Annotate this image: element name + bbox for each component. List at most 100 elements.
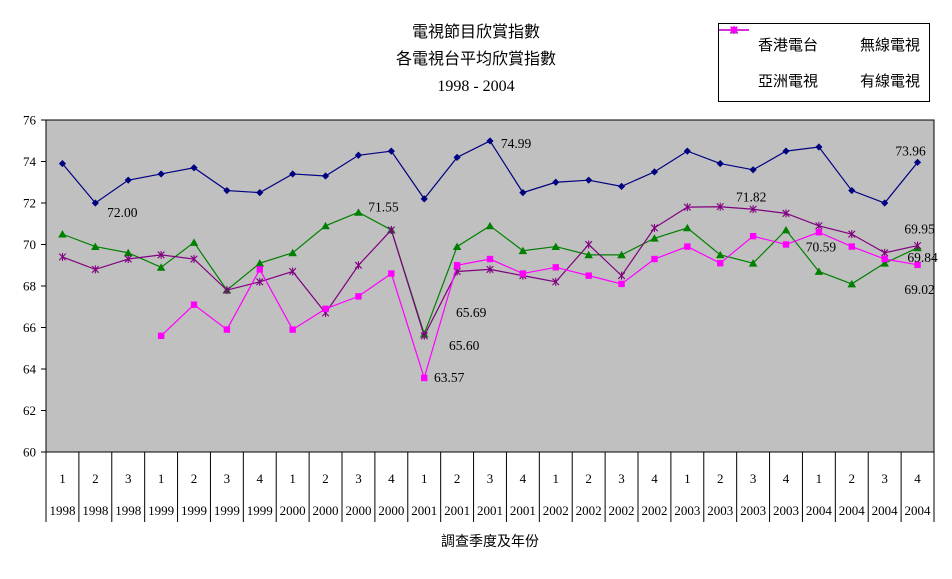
data-point-s2 xyxy=(716,202,724,211)
data-point-s3 xyxy=(782,241,790,248)
data-point-s0 xyxy=(617,182,626,190)
x-axis-quarter-label: 2 xyxy=(849,471,856,486)
y-axis-label: 74 xyxy=(23,154,37,169)
data-point-s1 xyxy=(518,246,528,255)
x-axis-year-label: 2001 xyxy=(477,503,503,518)
x-axis-year-label: 1999 xyxy=(181,503,207,518)
data-point-s0 xyxy=(585,176,593,184)
y-axis-label: 66 xyxy=(23,320,37,335)
data-point-s0 xyxy=(848,186,856,195)
data-point-s0 xyxy=(552,178,560,186)
chart-subtitle: 各電視台平均欣賞指數 xyxy=(395,51,556,68)
legend-label-cable: 有線電視 xyxy=(860,74,921,91)
legend-marker-diamond-icon xyxy=(719,26,755,50)
data-point-s0 xyxy=(223,186,231,195)
data-point-s3 xyxy=(388,270,395,277)
data-label: 72.00 xyxy=(107,205,138,220)
x-axis-year-label: 2002 xyxy=(543,503,569,518)
data-point-s2 xyxy=(486,265,494,274)
data-point-s1 xyxy=(847,279,857,288)
data-point-s3 xyxy=(881,255,888,263)
x-axis-quarter-label: 4 xyxy=(783,471,790,486)
data-point-s1 xyxy=(617,250,626,259)
data-point-s1 xyxy=(683,223,692,232)
data-point-s3 xyxy=(585,272,592,279)
x-axis-quarter-label: 1 xyxy=(421,471,428,486)
data-point-s1 xyxy=(781,225,791,234)
x-axis-quarter-label: 4 xyxy=(914,471,921,486)
data-point-s0 xyxy=(486,137,494,145)
x-axis-quarter-label: 2 xyxy=(191,471,198,486)
chart-period: 1998 - 2004 xyxy=(437,78,515,95)
data-point-s1 xyxy=(354,208,363,216)
data-point-s3 xyxy=(256,266,263,273)
data-point-s0 xyxy=(91,199,99,207)
x-axis-year-label: 1998 xyxy=(115,503,141,518)
data-point-s3 xyxy=(684,243,691,250)
data-point-s3 xyxy=(618,280,625,288)
data-point-s2 xyxy=(782,209,790,218)
x-axis-quarter-label: 2 xyxy=(454,471,461,486)
data-point-s2 xyxy=(617,271,626,280)
data-point-s3 xyxy=(421,374,428,382)
data-point-s3 xyxy=(552,264,559,271)
x-axis-year-label: 2000 xyxy=(280,503,306,518)
legend-item-atv: 亞洲電視 xyxy=(719,26,827,91)
data-point-s2 xyxy=(58,252,67,261)
data-label: 71.82 xyxy=(736,190,766,205)
x-axis-year-label: 2000 xyxy=(313,503,339,518)
data-point-s2 xyxy=(650,223,659,232)
data-point-s0 xyxy=(124,176,132,184)
data-point-s0 xyxy=(782,147,790,155)
y-axis-label: 60 xyxy=(23,445,36,460)
x-axis-quarter-label: 1 xyxy=(684,471,691,486)
x-axis-quarter-label: 3 xyxy=(224,471,231,486)
x-axis-year-label: 2003 xyxy=(674,503,700,518)
y-axis-label: 76 xyxy=(23,113,37,128)
x-axis-year-label: 1999 xyxy=(247,503,273,518)
x-axis-year-label: 1998 xyxy=(49,503,75,518)
data-point-s0 xyxy=(683,147,691,155)
data-point-s0 xyxy=(749,166,757,174)
x-axis-year-label: 2001 xyxy=(444,503,470,518)
data-point-s0 xyxy=(716,159,724,168)
data-point-s3 xyxy=(486,255,494,263)
data-point-s1 xyxy=(288,248,297,257)
legend-item-rthk: 香港電台 xyxy=(719,26,827,55)
data-point-s1 xyxy=(123,248,133,257)
x-axis-quarter-label: 2 xyxy=(322,471,329,486)
data-point-s2 xyxy=(880,248,889,257)
x-axis-quarter-label: 4 xyxy=(520,471,527,486)
data-point-s3 xyxy=(815,229,823,236)
data-point-s3 xyxy=(914,261,921,269)
x-axis-quarter-label: 3 xyxy=(618,471,625,486)
data-point-s1 xyxy=(650,234,659,242)
x-axis-quarter-label: 4 xyxy=(651,471,658,486)
data-point-s3 xyxy=(717,259,724,267)
data-label: 74.99 xyxy=(501,136,532,151)
data-point-s1 xyxy=(748,259,758,267)
data-point-s2 xyxy=(913,241,922,250)
data-point-s2 xyxy=(387,225,396,234)
data-point-s0 xyxy=(519,189,527,197)
legend-label-tvb: 無線電視 xyxy=(860,37,921,54)
x-axis-quarter-label: 4 xyxy=(257,471,264,486)
x-axis-year-label: 2000 xyxy=(378,503,404,518)
data-point-s0 xyxy=(256,189,264,197)
data-point-s2 xyxy=(584,240,593,249)
x-axis-quarter-label: 2 xyxy=(585,471,592,486)
x-axis-year-label: 1999 xyxy=(148,503,174,518)
x-axis-year-label: 2001 xyxy=(510,503,536,518)
data-point-s0 xyxy=(354,151,363,159)
data-point-s2 xyxy=(354,261,363,270)
data-point-s1 xyxy=(189,238,199,246)
data-point-s3 xyxy=(289,326,296,333)
data-point-s3 xyxy=(749,233,757,240)
data-point-s1 xyxy=(715,250,725,259)
data-point-s0 xyxy=(58,159,67,168)
x-axis-year-label: 2004 xyxy=(872,503,899,518)
legend-marker-square-icon xyxy=(719,26,857,87)
data-point-s1 xyxy=(814,267,824,275)
data-point-s3 xyxy=(651,255,658,263)
